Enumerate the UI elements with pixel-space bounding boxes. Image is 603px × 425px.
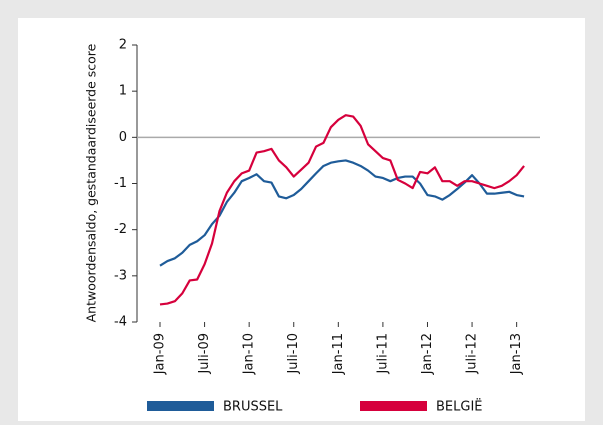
y-tick-label: 1 [119, 84, 127, 99]
legend-swatch [147, 401, 214, 411]
y-tick-label: -2 [114, 222, 127, 237]
x-tick-label: Jan-10 [242, 333, 257, 375]
x-tick-label: Juli-10 [286, 333, 301, 375]
x-tick-label: Juli-11 [375, 333, 390, 375]
panel [18, 18, 585, 421]
x-tick-label: Juli-09 [197, 333, 212, 375]
x-tick-label: Jan-12 [420, 333, 435, 375]
y-tick-label: 0 [119, 130, 127, 145]
y-tick-label: -3 [114, 268, 127, 283]
line-series [159, 114, 525, 306]
x-tick-label: Juli-12 [465, 333, 480, 375]
y-tick-label: -4 [114, 315, 127, 330]
legend-label: BELGIË [436, 399, 483, 415]
legend-swatch [360, 401, 427, 411]
x-tick-label: Jan-09 [153, 333, 168, 375]
y-tick-label: -1 [114, 176, 127, 191]
y-axis-label: Antwoordensaldo, gestandaardiseerde scor… [84, 43, 99, 322]
x-tick-label: Jan-13 [509, 333, 524, 375]
line-series [159, 159, 525, 267]
y-tick-label: 2 [119, 38, 127, 53]
x-tick-label: Jan-11 [331, 333, 346, 375]
legend-label: BRUSSEL [223, 400, 283, 415]
